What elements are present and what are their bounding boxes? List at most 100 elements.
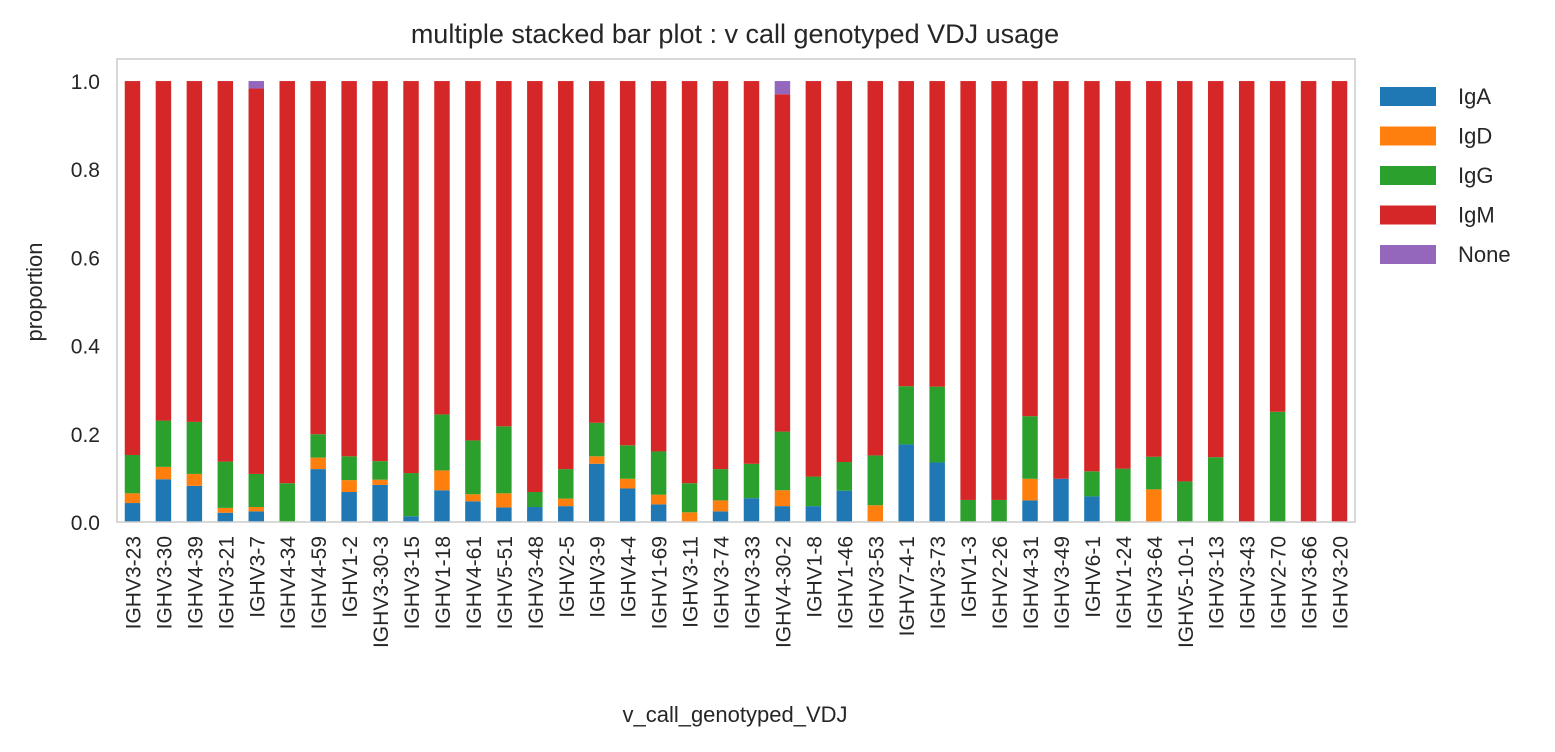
bar-igg-ighv4-61 — [465, 440, 481, 495]
bar-igg-ighv4-30-2 — [774, 431, 791, 491]
chart-title: multiple stacked bar plot : v call genot… — [411, 19, 1059, 49]
bar-igm-ighv3-21 — [217, 81, 234, 462]
x-tick-label: IGHV3-23 — [122, 536, 145, 629]
bar-igd-ighv2-5 — [558, 498, 574, 507]
bar-iga-ighv3-30 — [155, 479, 172, 522]
bar-igm-ighv3-64 — [1146, 81, 1162, 457]
bar-igg-ighv5-10-1 — [1177, 481, 1193, 522]
legend-swatch-none — [1380, 245, 1436, 264]
bar-igg-ighv1-2 — [341, 456, 357, 481]
bar-igg-ighv1-69 — [650, 451, 667, 495]
legend-swatch-igm — [1380, 205, 1436, 225]
bar-iga-ighv2-5 — [558, 506, 574, 522]
bar-igd-ighv3-7 — [248, 507, 265, 512]
x-tick-label: IGHV6-1 — [1082, 536, 1105, 618]
x-tick-label: IGHV3-30-3 — [370, 536, 393, 648]
x-tick-label: IGHV3-30 — [153, 536, 176, 629]
x-axis-label: v_call_genotyped_VDJ — [622, 702, 847, 727]
bar-igg-ighv4-34 — [279, 483, 295, 522]
legend-label-igd: IgD — [1458, 124, 1492, 149]
bar-iga-ighv5-51 — [496, 507, 512, 522]
bar-iga-ighv3-23 — [124, 503, 141, 522]
bar-igm-ighv3-30 — [155, 81, 172, 421]
bar-igd-ighv3-30 — [155, 466, 172, 480]
bar-igg-ighv3-30-3 — [372, 461, 388, 480]
x-tick-label: IGHV1-8 — [803, 536, 826, 618]
bar-igg-ighv3-7 — [248, 473, 265, 508]
legend-label-igg: IgG — [1458, 163, 1493, 188]
bar-iga-ighv1-2 — [341, 492, 357, 522]
bar-igg-ighv2-26 — [991, 499, 1007, 522]
bar-igm-ighv3-49 — [1053, 81, 1069, 479]
x-tick-label: IGHV4-39 — [184, 536, 207, 629]
bar-igg-ighv2-5 — [558, 469, 574, 499]
bar-igm-ighv4-34 — [279, 81, 295, 484]
bar-iga-ighv3-9 — [588, 463, 605, 522]
x-tick-label: IGHV1-2 — [339, 536, 362, 618]
bar-igg-ighv6-1 — [1084, 471, 1100, 497]
legend-label-none: None — [1458, 242, 1511, 267]
bar-igm-ighv3-48 — [527, 81, 543, 493]
legend-label-igm: IgM — [1458, 203, 1495, 228]
plot-frame — [116, 58, 1356, 523]
bar-igm-ighv3-20 — [1331, 81, 1348, 523]
bar-igm-ighv1-8 — [805, 81, 822, 477]
bar-igm-ighv1-69 — [650, 81, 667, 452]
bar-igm-ighv3-11 — [681, 81, 698, 484]
bar-igd-ighv3-53 — [867, 505, 884, 522]
x-tick-label: IGHV3-33 — [741, 536, 764, 629]
bar-iga-ighv3-74 — [712, 511, 729, 522]
bar-igg-ighv3-73 — [929, 386, 945, 463]
bar-igm-ighv4-31 — [1022, 81, 1038, 417]
x-tick-label: IGHV3-53 — [865, 536, 888, 629]
bar-igg-ighv3-64 — [1146, 456, 1162, 490]
bar-igm-ighv6-1 — [1084, 81, 1100, 472]
x-tick-label: IGHV1-46 — [834, 536, 857, 629]
bar-igg-ighv1-8 — [805, 476, 822, 507]
bar-iga-ighv3-21 — [217, 512, 234, 522]
x-tick-label: IGHV5-10-1 — [1175, 536, 1198, 648]
legend-swatch-igd — [1380, 126, 1436, 146]
bar-igm-ighv3-43 — [1238, 81, 1255, 523]
x-tick-label: IGHV3-64 — [1144, 536, 1167, 630]
x-tick-label: IGHV1-24 — [1113, 536, 1136, 630]
bar-iga-ighv3-30-3 — [372, 484, 388, 522]
bar-iga-ighv6-1 — [1084, 496, 1100, 522]
y-tick-label: 0.2 — [71, 424, 100, 447]
bar-igd-ighv3-9 — [588, 456, 605, 464]
bar-iga-ighv4-59 — [310, 469, 326, 522]
bar-igg-ighv1-46 — [836, 462, 853, 491]
x-tick-label: IGHV2-5 — [556, 536, 579, 618]
bar-igg-ighv3-30 — [155, 420, 172, 467]
bar-iga-ighv4-30-2 — [774, 506, 791, 522]
x-tick-label: IGHV3-21 — [215, 536, 238, 629]
x-tick-label: IGHV4-30-2 — [772, 536, 795, 648]
x-axis: IGHV3-23 IGHV3-30 IGHV4-39 IGHV3-21 IGHV3-7 I… — [122, 536, 1352, 648]
x-tick-label: IGHV3-43 — [1237, 536, 1260, 629]
bar-igm-ighv3-73 — [929, 81, 945, 387]
x-tick-label: IGHV3-73 — [927, 536, 950, 629]
bar-iga-ighv1-46 — [836, 490, 853, 522]
bar-igd-ighv4-30-2 — [774, 490, 791, 507]
bar-iga-ighv4-61 — [465, 501, 481, 522]
bar-igm-ighv2-70 — [1269, 81, 1286, 412]
bar-igg-ighv4-4 — [619, 445, 636, 479]
x-tick-label: IGHV3-11 — [680, 536, 703, 628]
bar-igm-ighv1-18 — [434, 81, 450, 415]
bar-igm-ighv2-26 — [991, 81, 1007, 500]
bar-igd-ighv1-69 — [650, 494, 667, 505]
bar-igg-ighv3-15 — [403, 473, 419, 517]
x-tick-label: IGHV2-70 — [1268, 536, 1291, 629]
bar-iga-ighv3-48 — [527, 507, 543, 522]
x-tick-label: IGHV3-48 — [525, 536, 548, 629]
bar-none-ighv4-30-2 — [774, 81, 791, 95]
x-tick-label: IGHV3-15 — [401, 536, 424, 629]
bar-iga-ighv1-18 — [434, 490, 450, 522]
y-axis: 0.0 0.2 0.4 0.6 0.8 1.0 — [71, 71, 101, 535]
bar-igg-ighv3-21 — [217, 461, 234, 508]
x-tick-label: IGHV2-26 — [989, 536, 1012, 629]
plot-area — [124, 81, 1348, 523]
bar-igm-ighv7-4-1 — [898, 81, 914, 387]
bar-iga-ighv4-4 — [619, 488, 636, 522]
